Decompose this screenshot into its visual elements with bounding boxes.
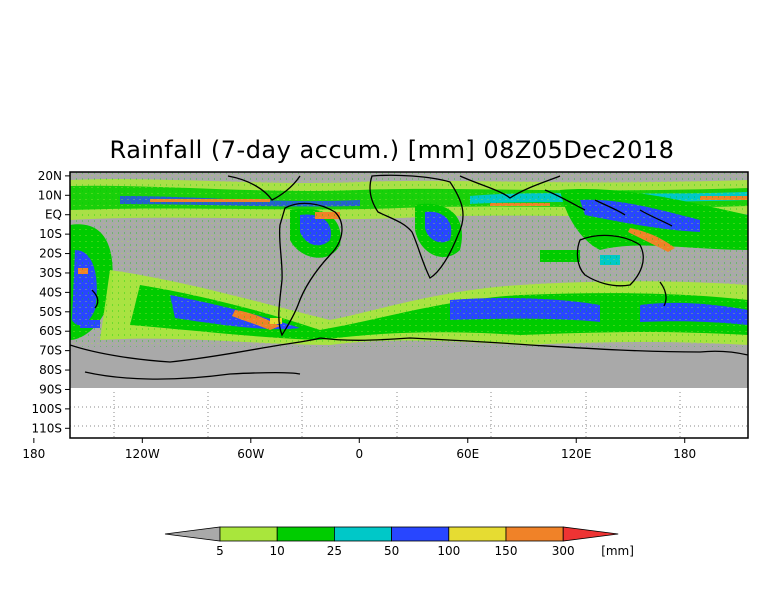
colorbar-swatch — [219, 526, 278, 542]
lat-tick-label: 110S — [31, 421, 62, 435]
lon-tick-label: 180 — [22, 447, 45, 461]
plot-frame — [69, 171, 749, 439]
colorbar-swatch — [448, 526, 507, 542]
lon-tick-label: 60E — [456, 447, 479, 461]
lon-tick-label: 120W — [125, 447, 160, 461]
lat-tick-label: EQ — [45, 208, 62, 222]
lon-tick-label: 0 — [355, 447, 363, 461]
colorbar-level-label: 300 — [552, 544, 575, 558]
lat-tick-label: 30S — [39, 266, 62, 280]
colorbar-level-label: 100 — [437, 544, 460, 558]
colorbar-swatch — [391, 526, 450, 542]
colorbar: 5 10 25 50 100 150 300 [mm] — [164, 526, 634, 558]
colorbar-unit-label: [mm] — [601, 544, 634, 558]
lat-tick-label: 20N — [38, 169, 62, 183]
lat-tick-label: 10N — [38, 188, 62, 202]
lon-tick-label: 180 — [673, 447, 696, 461]
rainfall-field — [70, 172, 748, 347]
lat-tick-label: 50S — [39, 305, 62, 319]
latitude-axis: 20N 10N EQ 10S 20S 30S 40S 50S 60S 70S 80S 90S 100S 1… — [31, 169, 70, 435]
lat-tick-label: 70S — [39, 344, 62, 358]
colorbar-level-label: 10 — [270, 544, 285, 558]
chart-title: Rainfall (7-day accum.) [mm] 08Z05Dec201… — [109, 136, 675, 164]
colorbar-swatch — [333, 526, 392, 542]
lat-tick-label: 80S — [39, 363, 62, 377]
colorbar-swatch — [505, 526, 564, 542]
lat-tick-label: 20S — [39, 247, 62, 261]
colorbar-level-label: 150 — [495, 544, 518, 558]
colorbar-below-arrow — [164, 526, 221, 542]
colorbar-above-arrow — [562, 526, 619, 542]
colorbar-swatch — [276, 526, 335, 542]
colorbar-level-label: 50 — [384, 544, 399, 558]
lat-tick-label: 40S — [39, 285, 62, 299]
lat-tick-label: 60S — [39, 324, 62, 338]
lon-tick-label: 120E — [561, 447, 592, 461]
colorbar-level-label: 5 — [216, 544, 224, 558]
lat-tick-label: 100S — [31, 402, 62, 416]
lon-tick-label: 60W — [237, 447, 264, 461]
grid-lines — [70, 392, 748, 438]
longitude-axis: 180 120W 60W 0 60E 120E 180 — [22, 438, 696, 461]
coastlines — [70, 174, 748, 380]
colorbar-level-label: 25 — [327, 544, 342, 558]
lat-tick-label: 10S — [39, 227, 62, 241]
lat-tick-label: 90S — [39, 382, 62, 396]
